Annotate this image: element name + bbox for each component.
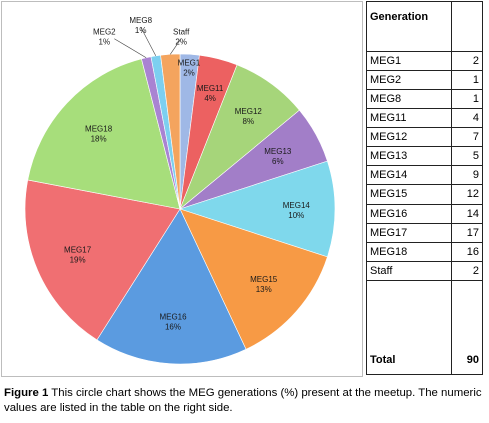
table-cell-generation: MEG2 <box>366 70 452 91</box>
slice-label-name: MEG2 <box>93 28 116 37</box>
table-total-row: Total 90 <box>366 279 483 376</box>
slice-leader-line <box>170 38 182 55</box>
slice-label-value: 8% <box>243 117 255 126</box>
table-cell-count: 16 <box>451 241 483 262</box>
slice-label-name: MEG16 <box>159 312 187 321</box>
table-cell-count: 2 <box>451 51 483 72</box>
pie-slice-meg16 <box>96 208 247 365</box>
slice-label-name: MEG15 <box>250 275 278 284</box>
pie-slice-meg18 <box>27 58 181 210</box>
table-header-count <box>451 0 483 53</box>
table-row: MEG15 12 <box>366 184 483 205</box>
slice-leader-line <box>140 26 157 57</box>
table-cell-generation: MEG12 <box>366 127 452 148</box>
caption-text: This circle chart shows the MEG generati… <box>4 387 482 414</box>
slice-label-value: 2% <box>175 37 187 46</box>
table-header-generation: Generation <box>366 0 452 53</box>
table-cell-generation: MEG18 <box>366 241 452 262</box>
table-cell-count: 9 <box>451 165 483 186</box>
table-cell-generation: MEG11 <box>366 108 452 129</box>
slice-leader-line <box>114 38 147 58</box>
slice-label-value: 1% <box>135 26 147 35</box>
pie-slices <box>24 53 336 365</box>
slice-label-value: 1% <box>99 38 111 47</box>
table-cell-count: 5 <box>451 146 483 167</box>
slice-label-value: 10% <box>288 211 304 220</box>
pie-slice-meg14 <box>179 160 336 258</box>
table-row: MEG16 14 <box>366 203 483 224</box>
pie-slice-staff <box>160 53 181 210</box>
table-cell-generation: MEG15 <box>366 184 452 205</box>
pie-chart: MEG1 2% MEG11 4% MEG12 8% MEG13 6% MEG14 10% MEG15… <box>1 1 363 377</box>
table-cell-count: 12 <box>451 184 483 205</box>
figure-caption: Figure 1 This circle chart shows the MEG… <box>4 386 484 416</box>
pie-chart-svg: MEG12%MEG114%MEG128%MEG136%MEG1410%MEG15… <box>24 16 336 365</box>
table-header-row: Generation <box>366 0 483 53</box>
table-row: MEG8 1 <box>366 89 483 110</box>
slice-label-value: 6% <box>272 157 284 166</box>
table-row: MEG17 17 <box>366 222 483 243</box>
table-row: MEG12 7 <box>366 127 483 148</box>
pie-slice-meg17 <box>24 179 181 341</box>
slice-label-name: MEG13 <box>264 147 292 156</box>
pie-labels: MEG12%MEG114%MEG128%MEG136%MEG1410%MEG15… <box>64 16 310 331</box>
slice-label-name: MEG11 <box>197 84 224 93</box>
table-cell-generation: MEG8 <box>366 89 452 110</box>
table-row: MEG13 5 <box>366 146 483 167</box>
slice-label-value: 18% <box>91 135 107 144</box>
table-cell-generation: MEG1 <box>366 51 452 72</box>
table-row: MEG14 9 <box>366 165 483 186</box>
slice-label-value: 4% <box>204 94 216 103</box>
slice-label-name: MEG12 <box>235 107 263 116</box>
table-cell-generation: MEG17 <box>366 222 452 243</box>
table-total-value: 90 <box>451 279 483 376</box>
table-cell-count: 1 <box>451 70 483 91</box>
pie-slice-meg15 <box>179 208 328 350</box>
table-row: MEG18 16 <box>366 241 483 262</box>
table-cell-generation: MEG16 <box>366 203 452 224</box>
slice-label-name: MEG8 <box>129 16 152 25</box>
generation-table: Generation MEG1 2 MEG2 1 MEG8 1 MEG11 4 MEG12 7 ME… <box>366 0 483 376</box>
table-cell-count: 1 <box>451 89 483 110</box>
slice-label-name: MEG17 <box>64 245 92 254</box>
table-cell-generation: Staff <box>366 260 452 281</box>
slice-label-value: 13% <box>256 285 272 294</box>
slice-label-name: MEG1 <box>178 59 201 68</box>
slice-label-value: 2% <box>183 69 195 78</box>
table-cell-count: 2 <box>451 260 483 281</box>
table-cell-count: 14 <box>451 203 483 224</box>
table-row: MEG11 4 <box>366 108 483 129</box>
table-cell-generation: MEG13 <box>366 146 452 167</box>
slice-label-value: 16% <box>165 322 181 331</box>
table-cell-count: 4 <box>451 108 483 129</box>
slice-label-name: MEG14 <box>283 201 311 210</box>
table-row: MEG2 1 <box>366 70 483 91</box>
table-cell-count: 7 <box>451 127 483 148</box>
slice-label-value: 19% <box>70 255 86 264</box>
slice-label-name: Staff <box>173 27 190 36</box>
figure-panel: MEG1 2% MEG11 4% MEG12 8% MEG13 6% MEG14 10% MEG15… <box>1 0 483 377</box>
table-cell-count: 17 <box>451 222 483 243</box>
table-total-label: Total <box>366 279 452 376</box>
table-row: MEG1 2 <box>366 51 483 72</box>
caption-label: Figure 1 <box>4 387 49 399</box>
slice-label-name: MEG18 <box>85 125 113 134</box>
table-cell-generation: MEG14 <box>366 165 452 186</box>
table-row: Staff 2 <box>366 260 483 281</box>
